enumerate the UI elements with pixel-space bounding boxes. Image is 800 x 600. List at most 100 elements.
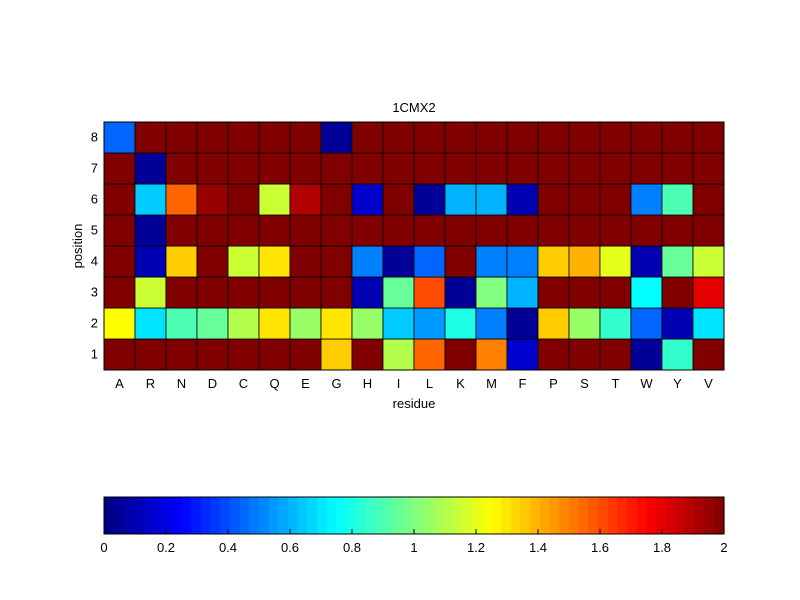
colorbar-segment — [472, 497, 483, 534]
x-tick-label: A — [115, 376, 124, 391]
heatmap-cell — [227, 276, 260, 309]
colorbar-segment — [636, 497, 648, 534]
heatmap-cell — [568, 276, 601, 309]
colorbar-segment — [259, 497, 270, 534]
x-tick-label: W — [640, 376, 653, 391]
heatmap-cell — [134, 183, 167, 216]
heatmap-cell — [506, 121, 539, 154]
colorbar-segment — [452, 497, 464, 534]
heatmap-cell — [382, 152, 415, 185]
heatmap-cell — [351, 121, 384, 154]
x-tick-label: G — [331, 376, 341, 391]
heatmap-cell — [320, 307, 353, 340]
heatmap-cell — [692, 121, 725, 154]
colorbar-tick-label: 1.4 — [529, 540, 547, 555]
heatmap-cell — [692, 338, 725, 371]
heatmap-cell — [599, 307, 632, 340]
heatmap-cell — [289, 121, 322, 154]
heatmap-cell — [413, 152, 446, 185]
heatmap-cell — [258, 214, 291, 247]
y-tick-label: 3 — [91, 285, 98, 300]
colorbar-segment — [394, 497, 405, 534]
heatmap-cell — [475, 245, 508, 278]
y-tick-label: 7 — [91, 161, 98, 176]
heatmap-cell — [227, 214, 260, 247]
colorbar-segment — [210, 497, 221, 534]
heatmap-cell — [506, 276, 539, 309]
heatmap-cell — [196, 152, 229, 185]
heatmap-cell — [165, 152, 198, 185]
heatmap-cell — [320, 152, 353, 185]
heatmap-cell — [227, 121, 260, 154]
colorbar-tick-label: 2 — [720, 540, 727, 555]
heatmap-cell — [165, 245, 198, 278]
heatmap-cell — [692, 276, 725, 309]
colorbar-segment — [152, 497, 163, 534]
heatmap-cell — [413, 214, 446, 247]
x-tick-label: V — [704, 376, 713, 391]
heatmap-cell — [537, 307, 570, 340]
colorbar-segment — [123, 497, 134, 534]
colorbar-segment — [617, 497, 628, 534]
colorbar-segment — [520, 497, 531, 534]
heatmap-cell — [537, 245, 570, 278]
heatmap-cell — [351, 338, 384, 371]
colorbar-segment — [491, 497, 502, 534]
y-tick-label: 5 — [91, 223, 98, 238]
colorbar-segment — [171, 497, 183, 534]
x-tick-label: H — [363, 376, 372, 391]
heatmap-cell — [475, 152, 508, 185]
heatmap-cell — [568, 338, 601, 371]
heatmap-cell — [196, 245, 229, 278]
x-tick-label: R — [146, 376, 155, 391]
heatmap-cell — [351, 307, 384, 340]
colorbar-segment — [375, 497, 386, 534]
heatmap-cell — [382, 183, 415, 216]
colorbar-segment — [607, 497, 619, 534]
heatmap-cell — [537, 338, 570, 371]
heatmap-cell — [289, 214, 322, 247]
heatmap-cell — [475, 214, 508, 247]
heatmap-cell — [103, 245, 136, 278]
heatmap-cell — [506, 183, 539, 216]
heatmap-cell — [103, 183, 136, 216]
heatmap-cell — [196, 338, 229, 371]
heatmap-cell — [506, 152, 539, 185]
heatmap-cell — [506, 307, 539, 340]
heatmap-cell — [475, 307, 508, 340]
heatmap-cell — [568, 214, 601, 247]
heatmap-cell — [506, 338, 539, 371]
heatmap-cell — [320, 183, 353, 216]
colorbar-segment — [326, 497, 338, 534]
heatmap-cell — [320, 214, 353, 247]
x-tick-label: I — [397, 376, 401, 391]
colorbar-tick-label: 0.4 — [219, 540, 237, 555]
heatmap-cell — [413, 276, 446, 309]
heatmap-cell — [382, 338, 415, 371]
heatmap-cell — [568, 183, 601, 216]
heatmap-cell — [351, 152, 384, 185]
y-tick-label: 6 — [91, 192, 98, 207]
x-tick-label: E — [301, 376, 310, 391]
heatmap-cell — [661, 183, 694, 216]
heatmap-cell — [599, 338, 632, 371]
colorbar-segment — [200, 497, 212, 534]
heatmap-cell — [196, 121, 229, 154]
heatmap-cell — [134, 152, 167, 185]
colorbar-segment — [569, 497, 580, 534]
colorbar-segment — [239, 497, 250, 534]
heatmap-cell — [351, 245, 384, 278]
colorbar-segment — [510, 497, 522, 534]
heatmap-cell — [692, 152, 725, 185]
colorbar-segment — [714, 497, 725, 534]
heatmap-cell — [165, 121, 198, 154]
heatmap-cell — [599, 183, 632, 216]
heatmap-cell — [568, 245, 601, 278]
heatmap-cell — [599, 276, 632, 309]
heatmap-cell — [630, 245, 663, 278]
heatmap-cell — [630, 152, 663, 185]
heatmap-cell — [506, 245, 539, 278]
heatmap-cell — [227, 152, 260, 185]
colorbar-segment — [530, 497, 541, 534]
